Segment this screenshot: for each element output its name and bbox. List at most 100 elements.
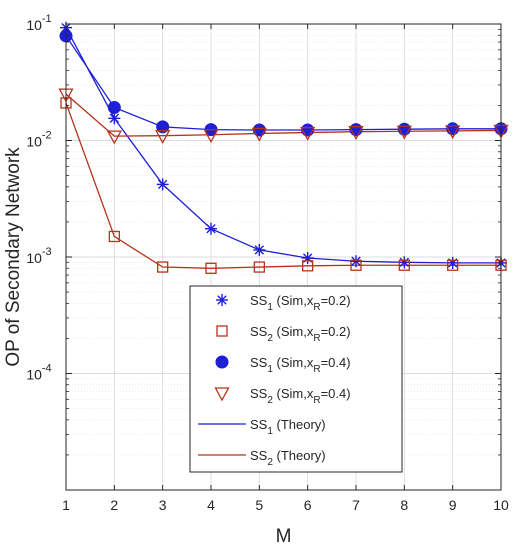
legend-label-main: SS (250, 355, 268, 370)
legend-label-rest: (Theory) (273, 417, 326, 432)
legend-entry: SS1 (Sim,xR=0.2) (216, 293, 351, 313)
series-1-point (302, 260, 314, 272)
series-4-line-1 (65, 35, 501, 131)
x-tick-label: 5 (255, 497, 263, 513)
series-0-point (205, 222, 217, 235)
legend-label-rest: (Sim,x (273, 324, 314, 339)
legend-label-rest: (Sim,x (273, 293, 314, 308)
legend-label: SS2 (Sim,xR=0.4) (250, 386, 351, 406)
series-0-point (156, 178, 169, 191)
y-tick-exponent: -1 (42, 13, 52, 25)
series-2-point (156, 120, 170, 134)
legend-label-sub: 1 (267, 302, 273, 313)
x-tick-label: 4 (207, 497, 215, 513)
series-1-point (398, 259, 410, 271)
legend-marker (214, 387, 230, 402)
x-tick-label: 6 (304, 497, 312, 513)
series-4-line-0 (65, 27, 501, 264)
legend-label: SS2 (Sim,xR=0.2) (250, 324, 351, 344)
y-tick-base: 10 (26, 250, 42, 266)
legend-label-sub: 2 (267, 333, 273, 344)
x-tick-label: 1 (62, 497, 70, 513)
series-1-point (253, 261, 265, 273)
legend-label-sub: 1 (267, 364, 273, 375)
legend-label-main: SS (250, 417, 268, 432)
legend-entry: SS1 (Theory) (198, 417, 326, 437)
series-5-line-1 (65, 93, 502, 137)
y-tick-base: 10 (26, 367, 42, 383)
legend-label-sub: 2 (267, 457, 273, 468)
legend-marker (216, 294, 228, 306)
series-3-point (251, 127, 267, 142)
legend-label-main: SS (250, 293, 268, 308)
y-tick-base: 10 (26, 17, 42, 33)
legend-entry: SS1 (Sim,xR=0.4) (215, 355, 351, 375)
legend-label-rest: (Sim,x (273, 386, 314, 401)
legend-entry: SS2 (Sim,xR=0.4) (214, 386, 351, 406)
x-tick-label: 8 (400, 497, 408, 513)
series-3-point (106, 130, 122, 145)
series-3-point (396, 125, 412, 140)
series-1-point (157, 261, 169, 273)
series-0-point (108, 112, 121, 125)
legend-label-main: SS (250, 324, 268, 339)
series-0-point (253, 243, 266, 256)
y-tick-label: 10-1 (26, 13, 51, 33)
series-1-point (205, 262, 217, 274)
legend-label-sub2: R (313, 302, 320, 313)
series-3-point (348, 126, 364, 141)
y-tick-base: 10 (26, 134, 42, 150)
series-1-point (350, 259, 362, 271)
series-2-point (252, 123, 266, 137)
legend-marker (215, 355, 229, 369)
series-3-point (155, 130, 171, 145)
star-stroke (217, 295, 227, 305)
legend-entry: SS2 (Sim,xR=0.2) (216, 324, 351, 344)
legend-label-sub2: R (313, 333, 320, 344)
legend-label: SS1 (Sim,xR=0.4) (250, 355, 351, 375)
x-tick-label: 9 (449, 497, 457, 513)
legend-label-end: =0.4) (321, 386, 351, 401)
star-stroke (206, 223, 216, 234)
legend-entry: SS2 (Theory) (198, 448, 326, 468)
series-3-point (203, 129, 219, 144)
legend-label-sub: 2 (267, 395, 273, 406)
legend-label: SS1 (Sim,xR=0.2) (250, 293, 351, 313)
x-axis-label: M (276, 526, 292, 547)
legend-label-end: =0.2) (321, 293, 351, 308)
legend-label-sub2: R (313, 395, 320, 406)
legend-label: SS1 (Theory) (250, 417, 326, 437)
x-tick-label: 10 (493, 497, 509, 513)
y-tick-label: 10-2 (26, 130, 51, 150)
legend-label-end: =0.2) (321, 324, 351, 339)
y-tick-exponent: -4 (42, 363, 52, 375)
star-stroke (351, 256, 361, 266)
legend-label-main: SS (250, 386, 268, 401)
star-stroke (399, 257, 410, 268)
legend: SS1 (Sim,xR=0.2)SS2 (Sim,xR=0.2)SS1 (Sim… (189, 285, 403, 473)
star-stroke (157, 179, 168, 190)
series-0-point (398, 256, 411, 269)
y-tick-exponent: -3 (42, 246, 52, 258)
legend-label-end: =0.4) (321, 355, 351, 370)
star-stroke (109, 113, 120, 124)
y-tick-label: 10-4 (26, 363, 51, 383)
y-axis-label: OP of Secondary Network (3, 147, 24, 367)
legend-label: SS2 (Theory) (250, 448, 326, 468)
series-0-point (350, 255, 362, 268)
legend-box (189, 285, 403, 473)
legend-label-rest: (Theory) (273, 448, 326, 463)
series-3-point (300, 126, 316, 141)
y-tick-exponent: -2 (42, 130, 52, 142)
series-3-point (445, 125, 461, 140)
legend-label-sub2: R (313, 364, 320, 375)
series-2-point (301, 123, 315, 137)
series-1-point (447, 259, 459, 271)
series-2-point (107, 100, 121, 114)
legend-label-sub: 1 (267, 426, 273, 437)
x-tick-label: 3 (159, 497, 167, 513)
series-5-line-0 (65, 102, 501, 269)
